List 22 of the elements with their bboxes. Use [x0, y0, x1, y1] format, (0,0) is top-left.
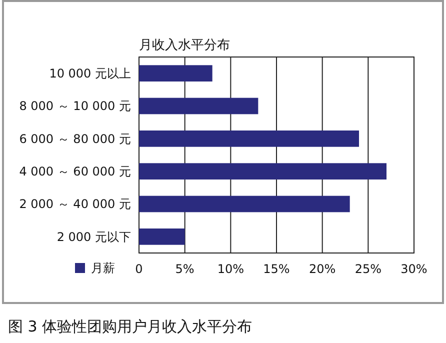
bar — [139, 130, 359, 147]
x-tick-label: 5% — [175, 262, 194, 276]
y-tick-label: 8 000 ～ 10 000 元 — [19, 99, 131, 114]
bar — [139, 196, 350, 212]
bar — [139, 65, 212, 82]
bar — [139, 228, 185, 245]
caption: 图 3 体验性团购用户月收入水平分布 — [8, 317, 252, 336]
y-tick-label: 10 000 元以上 — [49, 66, 131, 81]
x-tick-label: 30% — [400, 262, 428, 276]
chart-title: 月收入水平分布 — [139, 38, 230, 53]
x-tick-label: 10% — [217, 262, 244, 276]
y-tick-label: 6 000 ～ 80 000 元 — [19, 132, 131, 146]
y-tick-label: 2 000 ～ 40 000 元 — [19, 197, 131, 212]
x-tick-label: 15% — [263, 262, 290, 276]
y-tick-label: 4 000 ～ 60 000 元 — [19, 164, 131, 179]
bar — [139, 98, 258, 114]
x-tick-label: 25% — [354, 262, 382, 276]
y-tick-label: 2 000 元以下 — [56, 230, 131, 244]
legend-label: 月薪 — [91, 261, 115, 276]
x-tick-label: 0 — [135, 262, 143, 276]
x-tick-label: 20% — [308, 262, 336, 276]
bar — [139, 163, 386, 180]
